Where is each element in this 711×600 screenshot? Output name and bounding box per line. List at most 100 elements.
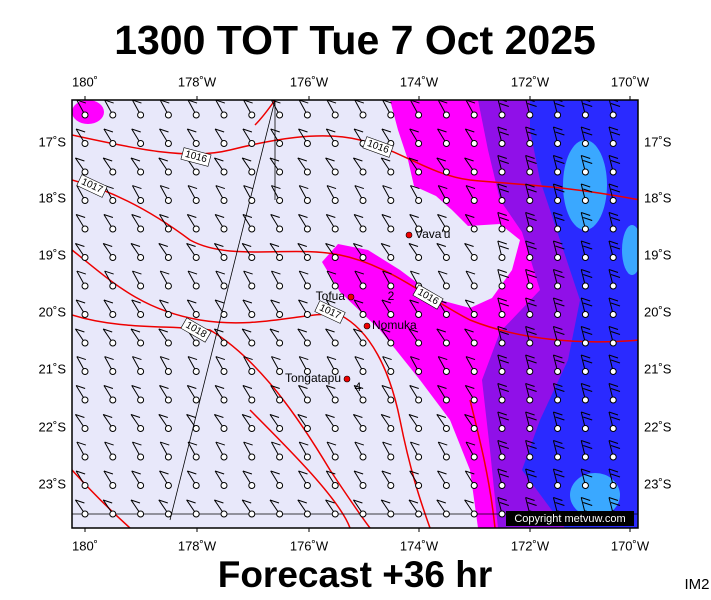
barb [269, 157, 280, 162]
barb-station [331, 254, 339, 261]
barb [525, 297, 535, 302]
axes: 180˚ 180˚ 178˚W 178˚W 176˚W 176˚W 174˚W 174˚W 17… [39, 74, 672, 553]
barb-station [581, 225, 589, 233]
lon-label: 178˚W [178, 74, 217, 89]
barb [499, 245, 509, 250]
barb-station [192, 282, 200, 290]
barb [527, 188, 537, 193]
barb-station [415, 311, 423, 318]
barb-station [387, 339, 395, 347]
barb [298, 385, 308, 389]
lon-label: 174˚W [400, 538, 439, 553]
barb [271, 185, 281, 190]
barb [130, 328, 141, 333]
barb [583, 160, 593, 165]
barb-station [554, 396, 562, 404]
barb [382, 270, 392, 275]
barb-station [248, 425, 256, 432]
barb-station [81, 282, 89, 290]
barb [409, 128, 419, 133]
lat-label: 21˚S [644, 361, 672, 376]
barb [465, 470, 475, 475]
barb [525, 411, 535, 416]
barb-station [331, 425, 339, 432]
barb [610, 188, 621, 193]
barb-station [470, 425, 478, 432]
barb-station [442, 254, 450, 261]
barb-station [442, 368, 450, 375]
barb [299, 441, 309, 446]
barb [298, 470, 308, 475]
barb [215, 356, 226, 361]
barb-station [81, 482, 89, 489]
barb-station [526, 282, 534, 290]
barb-station [81, 168, 89, 176]
barb-station [470, 453, 478, 461]
barb [497, 126, 507, 131]
barb [187, 214, 197, 218]
barb [436, 328, 446, 333]
barb-station [581, 168, 589, 176]
barb [497, 383, 507, 388]
barb-station [609, 225, 617, 233]
barb [610, 388, 621, 393]
barb-station [248, 197, 256, 204]
barb [75, 214, 86, 218]
barb-station [442, 510, 450, 518]
barb-station [220, 482, 228, 489]
isobar-label: 1016 [180, 147, 212, 167]
barb-station [192, 339, 200, 347]
barb-station [470, 510, 478, 518]
barb [131, 299, 141, 304]
barb [410, 270, 420, 275]
barb-station [554, 339, 562, 347]
barb-station [192, 368, 200, 375]
barb [270, 299, 280, 304]
barb [499, 160, 509, 165]
barb [553, 297, 563, 302]
barb-station [192, 254, 200, 261]
barb-station [526, 197, 534, 204]
barb [553, 497, 563, 502]
barb [103, 242, 113, 247]
barb-station [526, 225, 534, 233]
barb [269, 328, 280, 333]
barb-station [498, 482, 506, 489]
barb [103, 499, 113, 504]
barb [382, 185, 392, 190]
barb [610, 245, 621, 250]
barb [608, 468, 619, 473]
barb [583, 331, 593, 336]
barb [353, 470, 364, 475]
barb-station [248, 368, 256, 375]
barb [103, 328, 113, 333]
barb [159, 128, 169, 133]
barb-station [303, 368, 311, 375]
barb [353, 328, 363, 333]
barb [555, 131, 565, 136]
barb [527, 245, 537, 250]
barb-station [442, 168, 450, 176]
barb-station [581, 425, 589, 432]
barb-station [609, 311, 617, 318]
barb [132, 441, 142, 446]
barb [610, 160, 621, 165]
barb-station [387, 510, 395, 518]
barb-station [248, 140, 256, 147]
barb-station [109, 282, 117, 290]
barb-station [276, 368, 284, 375]
barb-station [248, 111, 256, 119]
barb-station [276, 254, 284, 261]
lat-label: 22˚S [39, 419, 67, 434]
barb [408, 242, 419, 247]
barb [299, 270, 309, 275]
barb [581, 383, 591, 388]
barb [438, 356, 448, 361]
barb [75, 157, 85, 162]
barb-station [359, 254, 367, 261]
barb-station [498, 453, 506, 461]
barb [555, 331, 565, 336]
barb [214, 385, 225, 389]
barb [187, 270, 198, 275]
barb [525, 383, 535, 388]
